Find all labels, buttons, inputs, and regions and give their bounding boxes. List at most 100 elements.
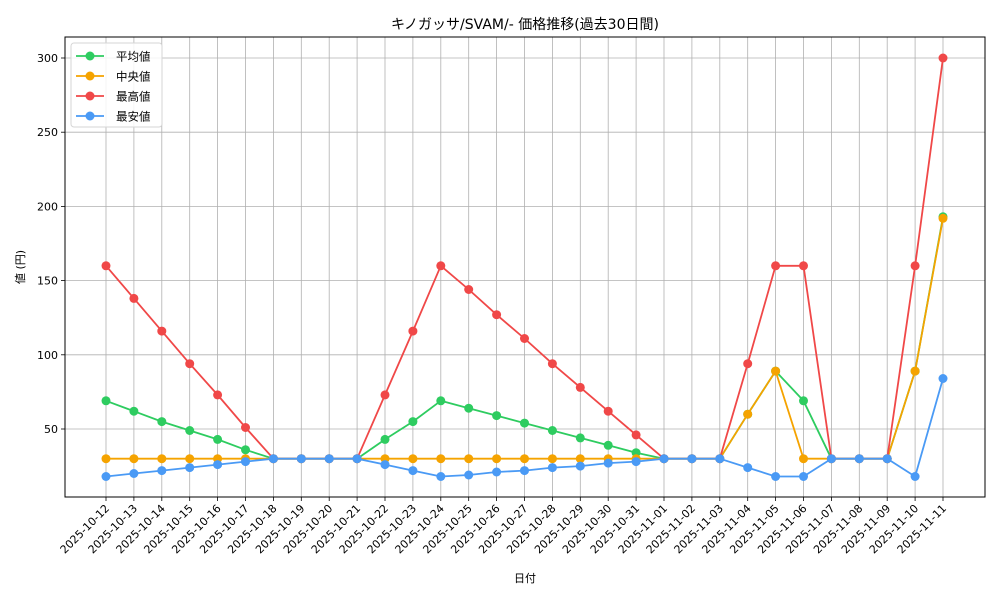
data-point (771, 261, 781, 271)
data-point (436, 261, 446, 271)
data-point (185, 454, 195, 464)
data-point (464, 454, 474, 464)
data-point (854, 454, 864, 464)
data-point (492, 411, 502, 421)
data-point (575, 461, 585, 471)
legend-item: 中央値 (76, 70, 151, 84)
data-point (771, 366, 781, 376)
data-point (101, 454, 111, 464)
data-point (408, 326, 418, 336)
data-point (129, 454, 139, 464)
data-point (157, 326, 167, 336)
data-point (241, 445, 250, 455)
data-point (799, 472, 808, 481)
data-point (743, 463, 753, 473)
legend-label: 最高値 (116, 90, 151, 104)
data-point (603, 458, 613, 468)
data-point (268, 454, 278, 464)
data-point (408, 417, 418, 427)
data-point (938, 213, 948, 223)
data-point (575, 454, 585, 464)
data-point (408, 454, 418, 464)
data-point (352, 454, 362, 464)
data-point (129, 293, 139, 303)
data-point (520, 334, 529, 343)
data-point (771, 472, 781, 481)
legend-item: 最安値 (76, 110, 151, 124)
data-point (380, 460, 390, 470)
data-point (826, 454, 836, 464)
data-point (882, 454, 892, 464)
data-point (213, 434, 223, 444)
data-point (464, 285, 474, 294)
data-point (603, 406, 613, 416)
y-tick-label: 200 (37, 200, 58, 213)
data-point (799, 261, 808, 271)
data-point (464, 403, 474, 413)
data-point (492, 454, 502, 464)
data-point (492, 467, 502, 477)
data-point (436, 454, 446, 464)
legend-box (70, 42, 163, 128)
legend-marker-icon (85, 51, 95, 61)
data-point (631, 430, 641, 440)
x-axis-label: 日付 (514, 572, 536, 585)
data-point (324, 454, 334, 464)
data-point (464, 470, 474, 480)
data-point (547, 463, 557, 473)
data-point (910, 472, 920, 481)
data-point (687, 454, 697, 464)
legend-marker-icon (85, 71, 95, 81)
data-point (520, 466, 529, 476)
chart-title: キノガッサ/SVAM/- 価格推移(過去30日間) (391, 17, 659, 33)
y-axis-ticks: 50 100 150 200 250 300 (37, 52, 65, 436)
data-point (241, 423, 250, 432)
data-point (799, 454, 808, 464)
y-tick-label: 50 (44, 423, 58, 436)
data-point (101, 261, 111, 271)
data-point (659, 454, 669, 464)
data-point (101, 472, 111, 481)
data-point (436, 472, 446, 481)
legend-marker-icon (85, 91, 95, 101)
data-point (799, 396, 808, 406)
legend-item: 平均値 (76, 50, 151, 64)
data-point (938, 374, 948, 383)
data-point (408, 466, 418, 476)
x-axis-ticks: 2025-10-122025-10-132025-10-142025-10-15… (58, 497, 949, 556)
data-point (296, 454, 306, 464)
y-tick-label: 100 (37, 349, 58, 362)
data-point (631, 457, 641, 467)
legend-label: 中央値 (116, 70, 151, 84)
legend-marker-icon (85, 111, 95, 121)
data-point (715, 454, 725, 464)
data-point (436, 396, 446, 406)
legend-label: 平均値 (116, 50, 151, 64)
data-point (547, 426, 557, 435)
data-point (157, 417, 167, 427)
series-3 (101, 374, 948, 481)
grid-lines (65, 37, 985, 497)
data-point (492, 310, 502, 320)
data-point (743, 409, 753, 419)
data-point (575, 382, 585, 392)
data-point (547, 454, 557, 464)
data-point (547, 359, 557, 369)
data-point (101, 396, 111, 406)
plot-frame (64, 36, 986, 498)
y-tick-label: 150 (37, 275, 58, 288)
series-group (101, 53, 948, 481)
y-tick-label: 250 (37, 126, 58, 139)
data-point (185, 359, 195, 369)
data-point (603, 440, 613, 450)
data-point (380, 390, 390, 400)
legend-item: 最高値 (76, 90, 151, 104)
data-point (213, 460, 223, 470)
data-point (910, 261, 920, 271)
data-point (185, 426, 195, 435)
data-point (241, 457, 250, 467)
data-point (520, 418, 529, 428)
